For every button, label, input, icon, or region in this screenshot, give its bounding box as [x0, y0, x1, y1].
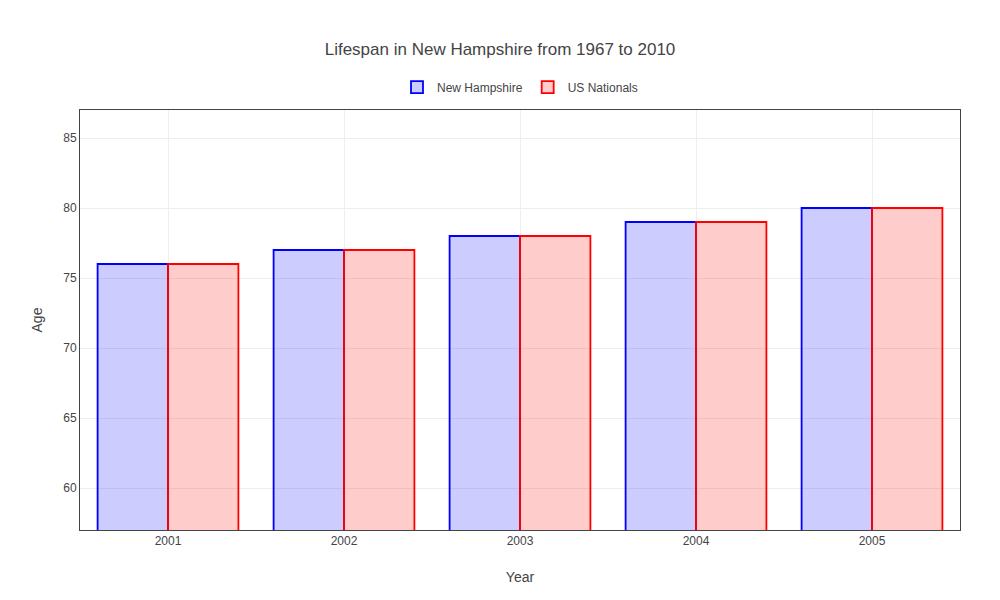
- svg-text:60: 60: [63, 481, 77, 495]
- svg-text:70: 70: [63, 341, 77, 355]
- svg-text:2004: 2004: [683, 534, 710, 548]
- svg-text:New Hampshire: New Hampshire: [437, 81, 523, 95]
- svg-text:Lifespan in New Hampshire from: Lifespan in New Hampshire from 1967 to 2…: [325, 40, 676, 59]
- svg-text:2003: 2003: [507, 534, 534, 548]
- svg-text:2002: 2002: [331, 534, 358, 548]
- svg-text:2005: 2005: [859, 534, 886, 548]
- svg-text:Year: Year: [506, 569, 535, 585]
- svg-text:Age: Age: [29, 307, 45, 332]
- svg-text:80: 80: [63, 201, 77, 215]
- svg-text:US Nationals: US Nationals: [568, 81, 638, 95]
- svg-text:65: 65: [63, 411, 77, 425]
- svg-text:75: 75: [63, 271, 77, 285]
- svg-text:2001: 2001: [155, 534, 182, 548]
- svg-text:85: 85: [63, 131, 77, 145]
